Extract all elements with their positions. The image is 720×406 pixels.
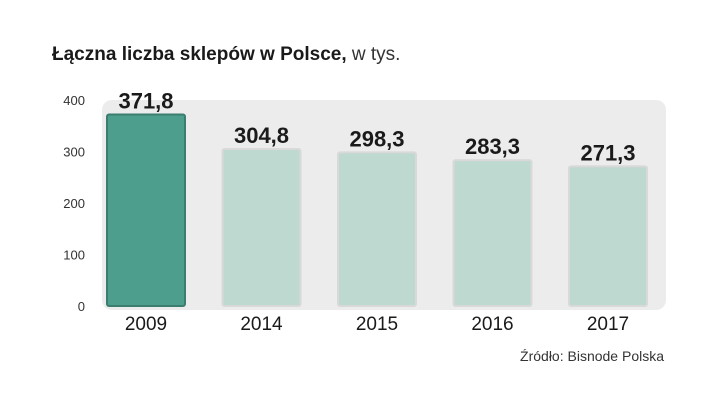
value-label: 304,8 xyxy=(234,123,289,148)
x-tick-label: 2017 xyxy=(587,314,629,335)
y-tick-label: 0 xyxy=(78,299,85,314)
x-tick-label: 2009 xyxy=(125,314,167,335)
chart-title-text: Łączna liczba sklepów w Polsce, xyxy=(52,44,347,65)
value-label: 271,3 xyxy=(580,140,635,165)
x-tick-label: 2016 xyxy=(471,314,513,335)
chart-title: Łączna liczba sklepów w Polsce, w tys. xyxy=(52,44,400,66)
y-tick-label: 100 xyxy=(63,248,85,263)
bar-2017 xyxy=(568,165,648,307)
bar-2016 xyxy=(452,159,533,307)
x-tick-label: 2014 xyxy=(240,314,283,335)
bar-2009 xyxy=(106,113,186,308)
value-label: 283,3 xyxy=(465,134,520,159)
source-note: Źródło: Bisnode Polska xyxy=(520,348,664,364)
y-tick-label: 300 xyxy=(63,145,85,160)
y-tick-label: 200 xyxy=(63,196,85,211)
bar-2015 xyxy=(337,151,417,307)
value-label: 371,8 xyxy=(118,89,173,114)
value-label: 298,3 xyxy=(349,126,404,151)
chart-title-unit: w tys. xyxy=(346,44,401,65)
bar-2014 xyxy=(221,148,302,307)
x-tick-label: 2015 xyxy=(356,314,398,335)
y-tick-label: 400 xyxy=(63,93,85,108)
